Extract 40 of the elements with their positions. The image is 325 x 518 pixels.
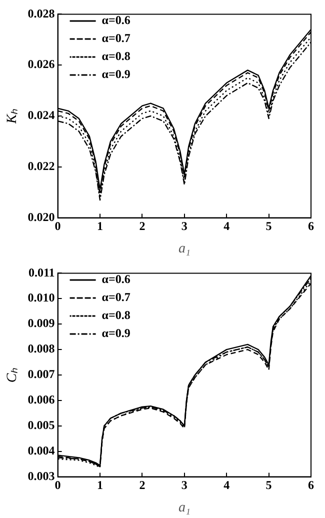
- legend-label: α=0.6: [102, 272, 130, 286]
- x-tick-label: 1: [97, 219, 103, 234]
- legend-label: α=0.8: [102, 308, 130, 322]
- y-axis-title: Kₕ: [5, 108, 20, 125]
- y-tick-label: 0.003: [28, 468, 55, 483]
- x-tick-label: 6: [308, 478, 314, 492]
- x-tick-label: 5: [266, 478, 272, 492]
- y-tick-label: 0.022: [28, 158, 55, 173]
- y-tick-label: 0.008: [28, 342, 55, 356]
- x-tick-label: 0: [54, 478, 61, 492]
- legend-label: α=0.7: [102, 290, 130, 304]
- legend-label: α=0.8: [102, 49, 130, 64]
- y-tick-label: 0.004: [28, 443, 55, 458]
- y-tick-label: 0.026: [28, 57, 55, 72]
- x-tick-label: 4: [224, 478, 230, 492]
- x-tick-label: 3: [181, 219, 188, 234]
- y-axis-title: Cₕ: [5, 367, 20, 383]
- x-tick-label: 3: [181, 478, 188, 492]
- y-tick-label: 0.009: [28, 316, 55, 330]
- legend-label: α=0.6: [102, 13, 130, 28]
- x-tick-label: 2: [139, 219, 146, 234]
- x-tick-label: 5: [266, 219, 272, 234]
- legend-label: α=0.7: [102, 31, 130, 46]
- y-tick-label: 0.028: [28, 6, 55, 20]
- legend-label: α=0.9: [102, 326, 130, 340]
- x-axis-title: a₁: [178, 500, 190, 516]
- legend-label: α=0.9: [102, 67, 130, 82]
- x-tick-label: 1: [97, 478, 103, 492]
- x-tick-label: 6: [308, 219, 314, 234]
- y-tick-label: 0.006: [28, 392, 55, 407]
- y-tick-label: 0.011: [28, 265, 55, 280]
- y-tick-label: 0.005: [28, 418, 55, 432]
- x-tick-label: 0: [54, 219, 61, 234]
- y-tick-label: 0.024: [28, 108, 55, 122]
- x-axis-title: a₁: [178, 241, 190, 256]
- y-tick-label: 0.020: [28, 210, 55, 224]
- x-tick-label: 2: [139, 478, 146, 492]
- y-tick-label: 0.007: [28, 367, 55, 382]
- x-tick-label: 4: [224, 219, 230, 234]
- y-tick-label: 0.010: [28, 290, 55, 305]
